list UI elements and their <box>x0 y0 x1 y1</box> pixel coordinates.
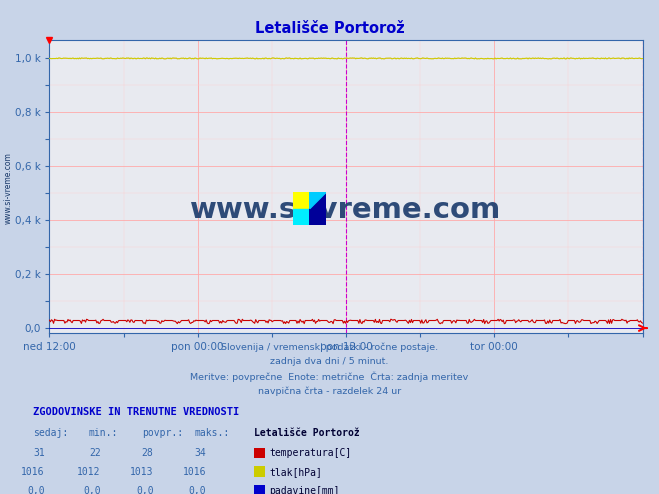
Text: 1016: 1016 <box>21 467 45 477</box>
Text: Slovenija / vremenski podatki - ročne postaje.: Slovenija / vremenski podatki - ročne po… <box>221 342 438 352</box>
Text: www.si-vreme.com: www.si-vreme.com <box>3 152 13 224</box>
Text: navpična črta - razdelek 24 ur: navpična črta - razdelek 24 ur <box>258 386 401 396</box>
Text: 1016: 1016 <box>183 467 206 477</box>
Text: 34: 34 <box>194 448 206 458</box>
Text: 1013: 1013 <box>130 467 154 477</box>
Text: 0,0: 0,0 <box>83 486 101 494</box>
Text: min.:: min.: <box>89 428 119 438</box>
Text: padavine[mm]: padavine[mm] <box>270 486 340 494</box>
Text: 22: 22 <box>89 448 101 458</box>
Text: www.si-vreme.com: www.si-vreme.com <box>190 196 501 224</box>
Polygon shape <box>293 192 326 208</box>
Text: maks.:: maks.: <box>194 428 229 438</box>
Text: ZGODOVINSKE IN TRENUTNE VREDNOSTI: ZGODOVINSKE IN TRENUTNE VREDNOSTI <box>33 408 239 417</box>
Text: Letališče Portorož: Letališče Portorož <box>254 428 359 438</box>
Text: 0,0: 0,0 <box>188 486 206 494</box>
Polygon shape <box>310 192 326 225</box>
Text: zadnja dva dni / 5 minut.: zadnja dva dni / 5 minut. <box>270 357 389 366</box>
Text: 31: 31 <box>33 448 45 458</box>
Text: tlak[hPa]: tlak[hPa] <box>270 467 322 477</box>
Text: 28: 28 <box>142 448 154 458</box>
Text: 0,0: 0,0 <box>136 486 154 494</box>
Polygon shape <box>310 192 326 208</box>
Text: temperatura[C]: temperatura[C] <box>270 448 352 458</box>
Text: povpr.:: povpr.: <box>142 428 183 438</box>
Text: sedaj:: sedaj: <box>33 428 68 438</box>
Text: 1012: 1012 <box>77 467 101 477</box>
Text: Meritve: povprečne  Enote: metrične  Črta: zadnja meritev: Meritve: povprečne Enote: metrične Črta:… <box>190 371 469 382</box>
Polygon shape <box>293 208 310 225</box>
Text: Letališče Portorož: Letališče Portorož <box>254 21 405 36</box>
Text: 0,0: 0,0 <box>27 486 45 494</box>
